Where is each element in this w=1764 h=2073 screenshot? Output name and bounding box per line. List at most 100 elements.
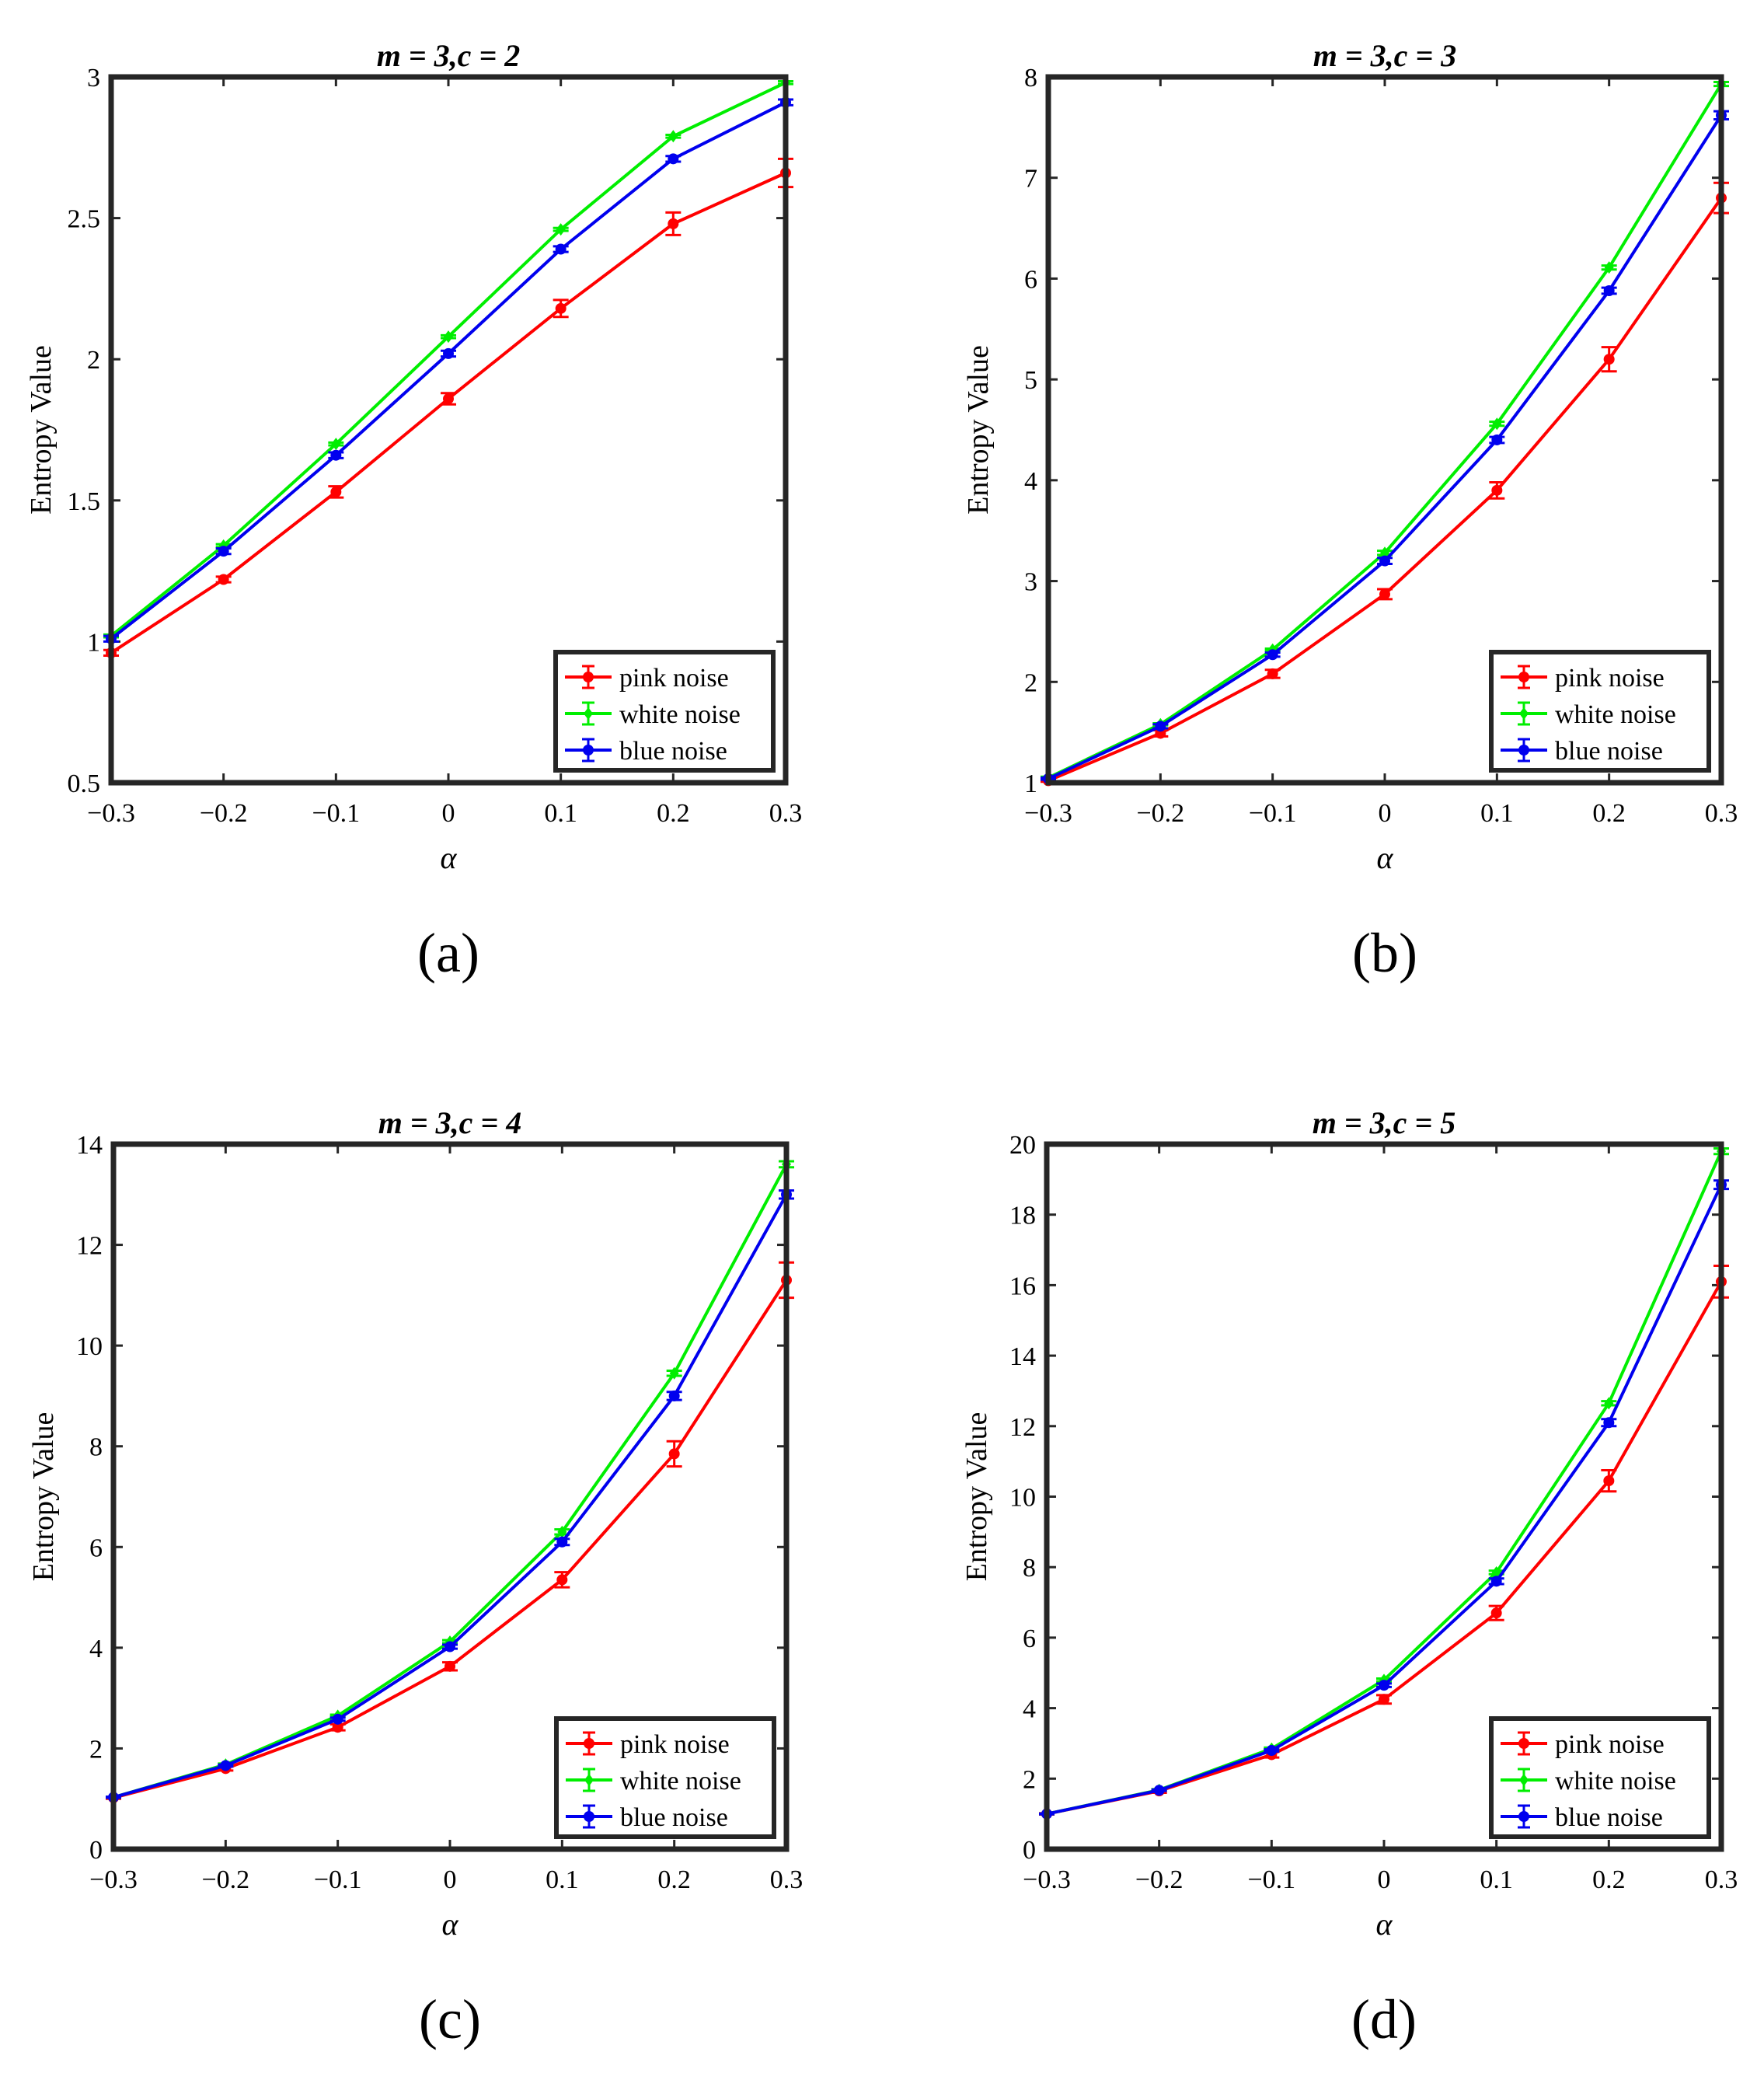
panel-label: (c) xyxy=(419,1988,481,2050)
data-point xyxy=(218,546,229,557)
x-tick-label: 0.2 xyxy=(1592,1865,1626,1894)
data-point xyxy=(668,1448,680,1460)
chart-title: m = 3,c = 3 xyxy=(1313,38,1456,73)
y-tick-label: 1 xyxy=(1024,770,1037,798)
x-tick-label: 0.1 xyxy=(1480,799,1514,828)
title-variable-c: c xyxy=(459,1105,473,1140)
data-point xyxy=(1603,1417,1615,1429)
legend-item: white noise xyxy=(565,700,741,729)
legend-item: white noise xyxy=(1501,1767,1676,1796)
legend-swatch-marker xyxy=(584,707,593,720)
legend-item: pink noise xyxy=(1501,664,1665,693)
legend-item: blue noise xyxy=(566,1803,728,1832)
series-pink-noise xyxy=(103,157,793,658)
x-tick-label: 0.1 xyxy=(544,799,577,828)
data-point xyxy=(444,1641,455,1652)
data-point xyxy=(1490,1607,1502,1619)
x-tick-label: 0.2 xyxy=(657,1865,691,1894)
data-point xyxy=(668,130,678,143)
legend-box xyxy=(554,1716,776,1839)
chart-panel-a: −0.3 −0.2 −0.1 0 0.1 0.2 0.30.511.522.53m = 3,… xyxy=(25,38,802,984)
legend-label: pink noise xyxy=(620,1730,730,1759)
legend-label: white noise xyxy=(1555,1767,1676,1796)
x-tick-label: 0 xyxy=(1378,1865,1391,1894)
data-point xyxy=(443,393,454,405)
y-tick-label: 16 xyxy=(1009,1272,1036,1300)
chart-panel-c: −0.3 −0.2 −0.1 0 0.1 0.2 0.3 0 2 4 6 8 10 12 14 m = 3,c… xyxy=(27,1105,803,2050)
data-point xyxy=(557,1525,567,1538)
x-tick-label: 0.1 xyxy=(546,1865,579,1894)
data-point xyxy=(1603,284,1615,296)
legend-swatch-marker xyxy=(584,1738,594,1749)
data-point xyxy=(1604,261,1614,274)
chart-title: m = 3,c = 4 xyxy=(378,1105,521,1140)
chart-panel-d: −0.3 −0.2 −0.1 0 0.1 0.2 0.3 0 2 4 6 8 10 12 14 16 18 20 m… xyxy=(960,1105,1738,2050)
legend: pink noise white noise blue noise xyxy=(553,650,776,773)
x-tick-label: 0.2 xyxy=(657,799,690,828)
legend-item: white noise xyxy=(566,1767,741,1796)
title-value-c: 3 xyxy=(1440,38,1456,73)
legend-swatch-marker xyxy=(583,745,594,756)
y-tick-label: 14 xyxy=(1009,1342,1036,1371)
data-point xyxy=(332,1722,343,1733)
legend-swatch-marker xyxy=(584,1811,594,1822)
x-tick-label: −0.2 xyxy=(201,1865,249,1894)
y-tick-label: 3 xyxy=(1024,568,1037,597)
data-point xyxy=(330,449,342,461)
plot-frame xyxy=(108,74,789,786)
data-point xyxy=(444,1660,455,1672)
y-tick-label: 5 xyxy=(1024,366,1037,395)
x-tick-label: −0.3 xyxy=(87,799,135,828)
legend-swatch-marker xyxy=(583,672,594,682)
y-tick-label: 0 xyxy=(89,1836,103,1865)
x-tick-label: −0.3 xyxy=(89,1865,138,1894)
panel-label: (a) xyxy=(417,922,479,984)
y-tick-label: 4 xyxy=(89,1635,103,1663)
title-value-c: 4 xyxy=(505,1105,521,1140)
title-value-c: 2 xyxy=(504,38,520,73)
x-tick-label: −0.3 xyxy=(1023,1865,1071,1894)
legend-swatch-marker xyxy=(1518,1811,1529,1822)
y-tick-label: 2 xyxy=(1023,1765,1036,1794)
data-point xyxy=(1155,721,1166,732)
chart-title: m = 3,c = 5 xyxy=(1313,1105,1455,1140)
x-tick-label: −0.1 xyxy=(314,1865,362,1894)
x-tick-label: −0.2 xyxy=(200,799,248,828)
data-point xyxy=(1267,649,1278,661)
legend-label: pink noise xyxy=(1555,1730,1665,1759)
data-point xyxy=(669,1366,679,1380)
data-point xyxy=(668,153,679,165)
legend-swatch-marker xyxy=(584,1774,594,1786)
legend-swatch-marker xyxy=(1518,1738,1529,1749)
y-tick-label: 8 xyxy=(1023,1554,1036,1583)
title-variable-m: m xyxy=(1313,38,1337,73)
y-tick-label: 2 xyxy=(1024,668,1037,697)
legend-label: blue noise xyxy=(1555,1803,1663,1832)
y-axis-label: Entropy Value xyxy=(27,1412,60,1582)
y-tick-label: 4 xyxy=(1023,1695,1036,1724)
plot-frame xyxy=(110,1141,790,1852)
legend-item: pink noise xyxy=(1501,1730,1665,1759)
y-tick-label: 6 xyxy=(1023,1625,1036,1653)
chart-panel-b: −0.3 −0.2 −0.1 0 0.1 0.2 0.3 1 2 3 4 5 6 7 8 m = 3,c = … xyxy=(962,38,1738,984)
data-point xyxy=(1379,588,1390,600)
data-point xyxy=(556,223,566,236)
data-point xyxy=(555,243,567,255)
legend-swatch-marker xyxy=(1518,745,1529,756)
legend-label: blue noise xyxy=(620,1803,728,1832)
x-tick-label: −0.2 xyxy=(1136,799,1184,828)
data-point xyxy=(1604,1397,1614,1410)
x-axis-label: α xyxy=(441,840,458,875)
x-tick-label: 0.3 xyxy=(770,1865,804,1894)
legend-item: white noise xyxy=(1501,700,1676,729)
legend-swatch-marker xyxy=(1519,707,1529,720)
y-tick-label: 10 xyxy=(1009,1484,1036,1513)
data-point xyxy=(444,330,453,344)
x-tick-label: 0.2 xyxy=(1592,799,1626,828)
x-tick-label: 0 xyxy=(1379,799,1392,828)
y-tick-label: 7 xyxy=(1024,165,1037,194)
title-value-m: 3 xyxy=(1370,38,1386,73)
title-variable-c: c xyxy=(1393,1105,1407,1140)
x-axis-label: α xyxy=(442,1907,459,1942)
